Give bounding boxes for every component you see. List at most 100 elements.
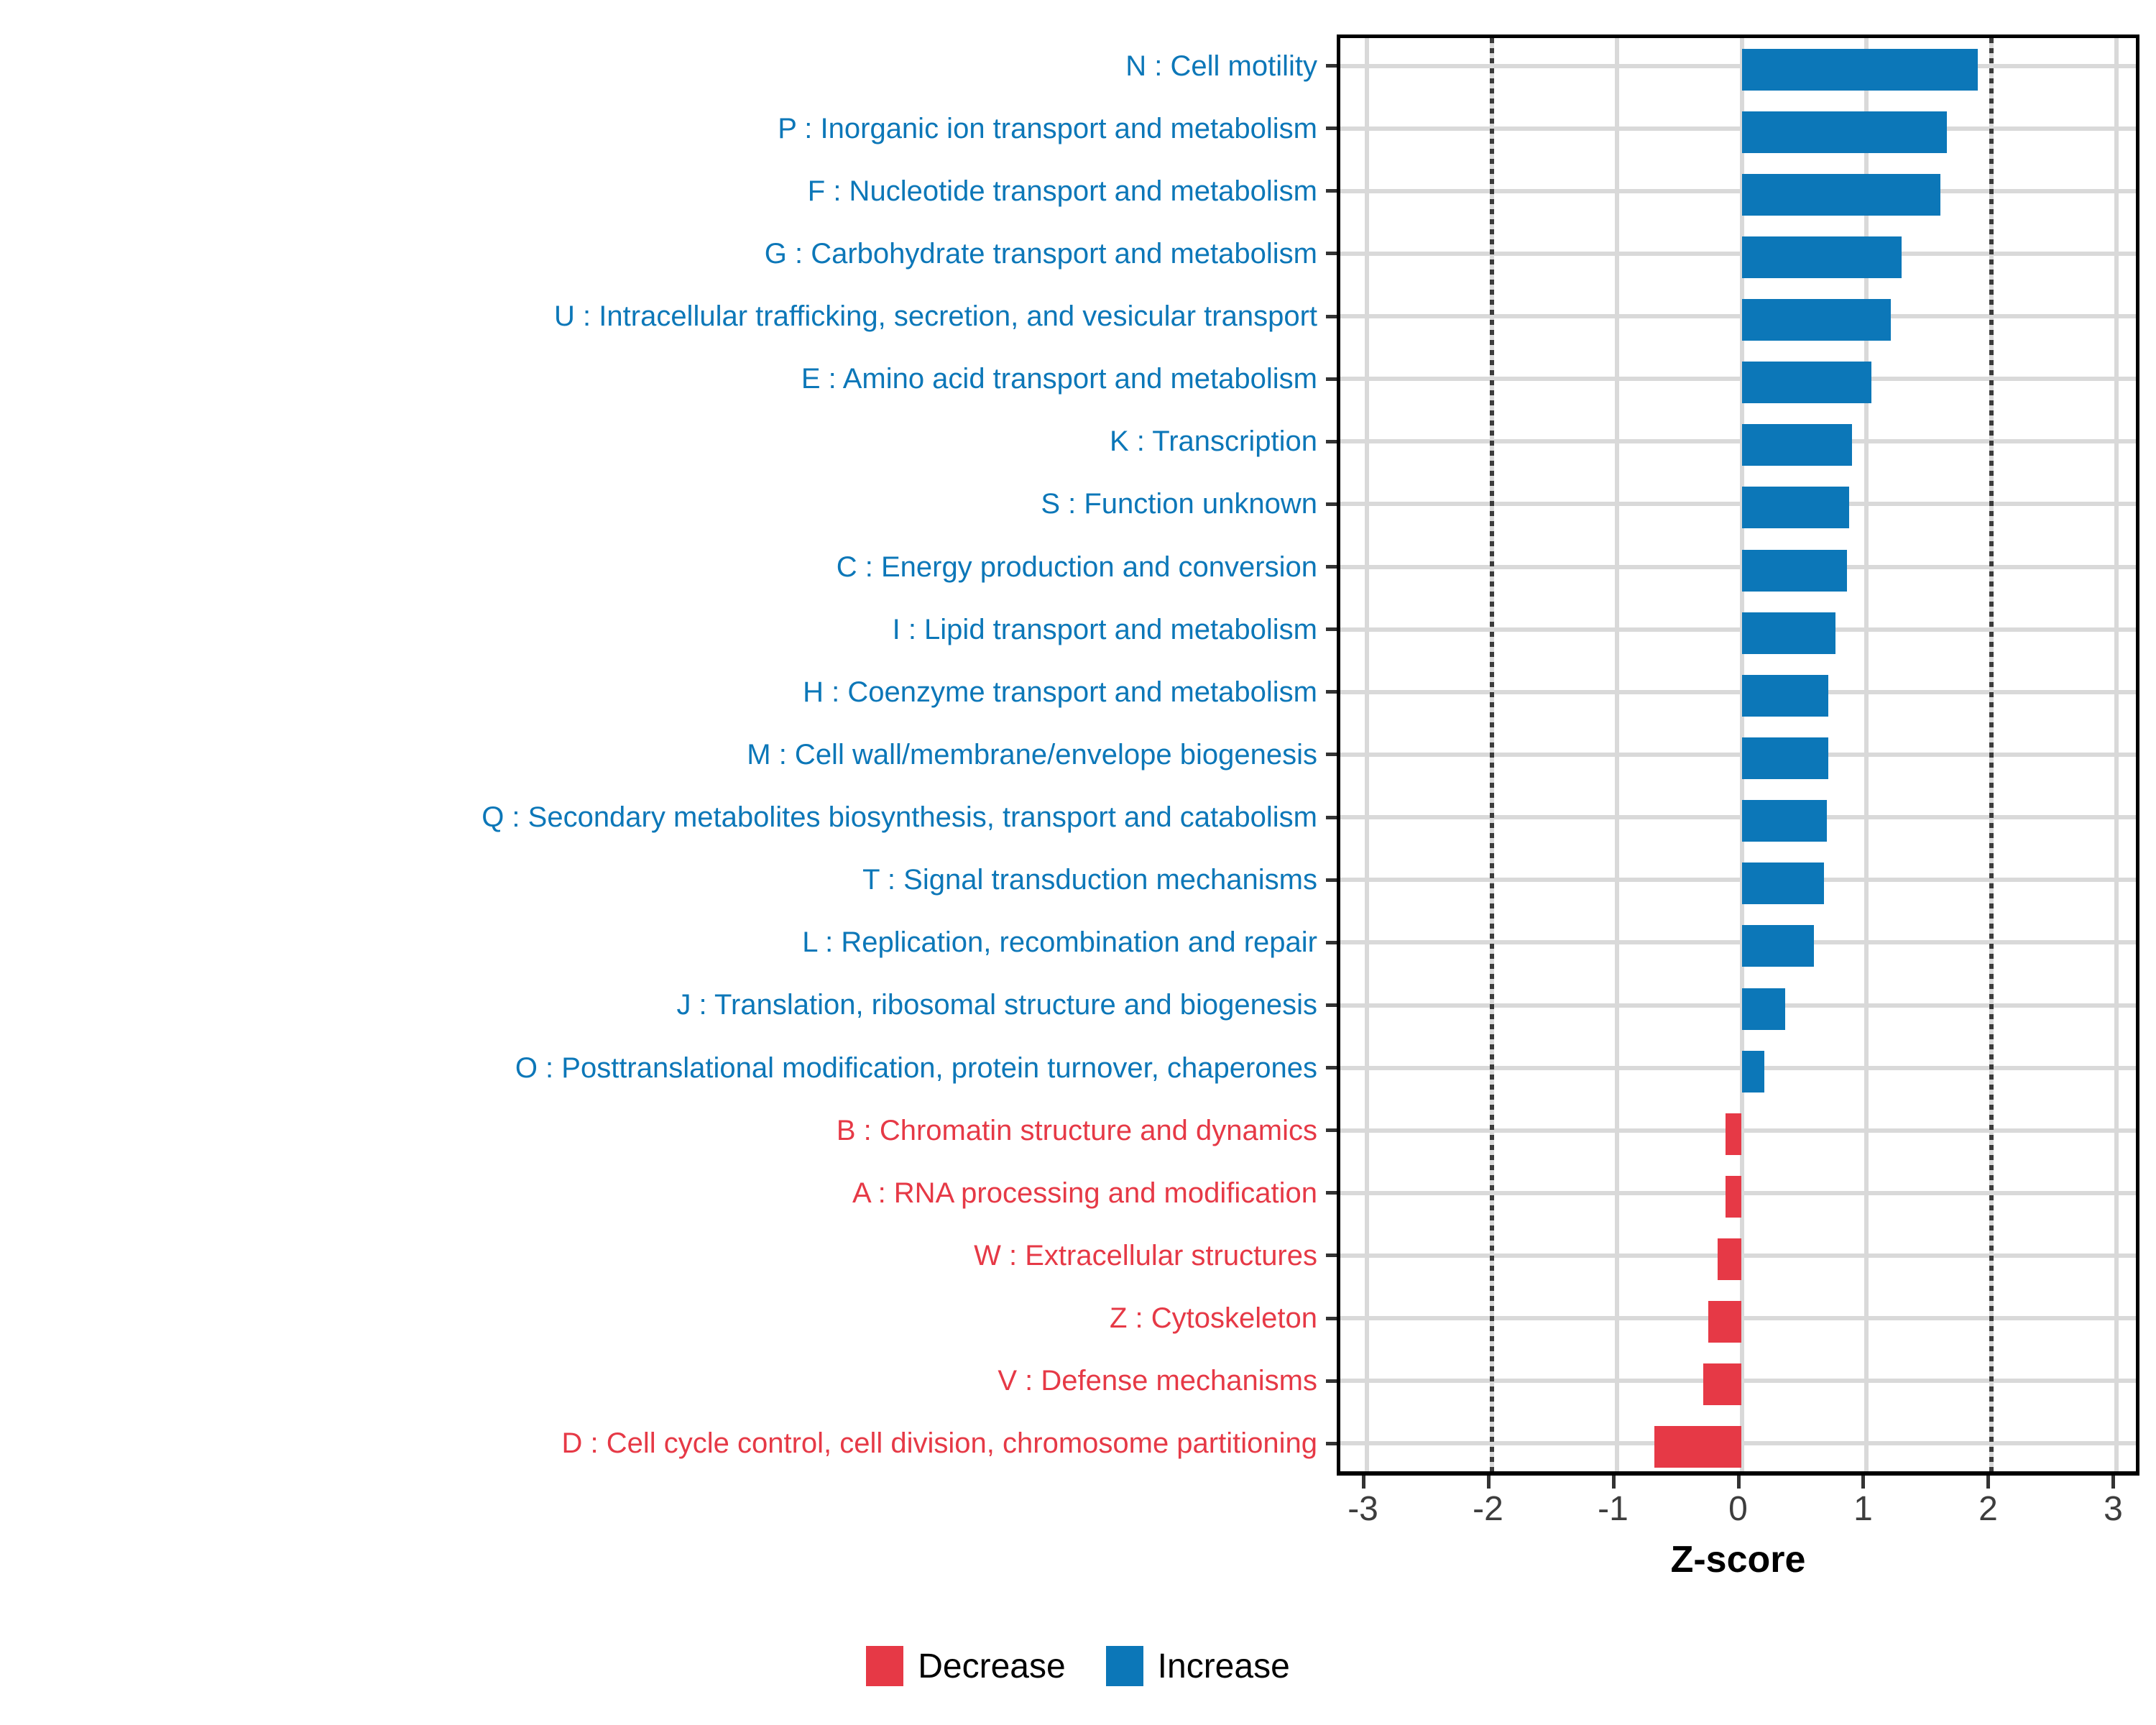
category-label-row: I : Lipid transport and metabolism	[0, 598, 1326, 661]
y-tick-row	[1326, 723, 1337, 786]
bar	[1741, 612, 1835, 654]
category-label: P : Inorganic ion transport and metaboli…	[778, 112, 1317, 144]
y-tick-row	[1326, 1412, 1337, 1475]
y-tick-mark	[1326, 878, 1337, 882]
x-axis-line	[1337, 1471, 2139, 1476]
y-tick-mark	[1326, 439, 1337, 443]
x-tick-label: -2	[1473, 1490, 1503, 1528]
y-tick-row	[1326, 34, 1337, 97]
category-label: V : Defense mechanisms	[998, 1365, 1317, 1397]
y-tick-mark	[1326, 1441, 1337, 1445]
bar	[1708, 1301, 1742, 1343]
y-tick-mark	[1326, 1254, 1337, 1258]
x-tick-mark	[1361, 1476, 1365, 1489]
horizontal-gridline	[1340, 1065, 2136, 1070]
y-tick-row	[1326, 97, 1337, 160]
category-label-row: Q : Secondary metabolites biosynthesis, …	[0, 786, 1326, 849]
horizontal-gridline	[1340, 815, 2136, 820]
y-tick-row	[1326, 1350, 1337, 1412]
y-tick-mark	[1326, 1316, 1337, 1320]
category-label-row: J : Translation, ribosomal structure and…	[0, 974, 1326, 1036]
bar	[1725, 1175, 1742, 1218]
category-label-row: U : Intracellular trafficking, secretion…	[0, 285, 1326, 348]
category-label: Z : Cytoskeleton	[1109, 1302, 1317, 1335]
x-tick-mark	[2111, 1476, 2116, 1489]
y-tick-mark	[1326, 64, 1337, 68]
bar	[1741, 299, 1891, 341]
bar	[1703, 1363, 1742, 1406]
vertical-gridline	[1864, 38, 1869, 1471]
category-label-row: K : Transcription	[0, 410, 1326, 473]
legend-swatch-icon	[866, 1646, 904, 1686]
y-tick-mark	[1326, 753, 1337, 757]
horizontal-gridline	[1340, 188, 2136, 193]
y-tick-mark	[1326, 377, 1337, 381]
y-tick-mark	[1326, 126, 1337, 131]
bar	[1741, 48, 1978, 91]
y-tick-mark	[1326, 1003, 1337, 1007]
bar	[1741, 800, 1827, 842]
category-label: H : Coenzyme transport and metabolism	[803, 676, 1317, 708]
y-axis-tick-marks	[1326, 34, 1337, 1475]
category-label-row: N : Cell motility	[0, 34, 1326, 97]
category-label: J : Translation, ribosomal structure and…	[676, 989, 1317, 1021]
category-label-row: M : Cell wall/membrane/envelope biogenes…	[0, 723, 1326, 786]
category-label: W : Extracellular structures	[974, 1239, 1317, 1271]
y-tick-row	[1326, 661, 1337, 723]
category-label: U : Intracellular trafficking, secretion…	[554, 300, 1317, 333]
y-tick-mark	[1326, 189, 1337, 193]
chart-legend: Decrease Increase	[0, 1646, 2156, 1686]
bar	[1741, 173, 1941, 216]
category-label-row: T : Signal transduction mechanisms	[0, 849, 1326, 911]
category-label: F : Nucleotide transport and metabolism	[807, 175, 1317, 207]
x-tick-mark	[1611, 1476, 1616, 1489]
y-tick-mark	[1326, 940, 1337, 944]
category-label-row: D : Cell cycle control, cell division, c…	[0, 1412, 1326, 1475]
y-tick-mark	[1326, 314, 1337, 318]
y-tick-row	[1326, 160, 1337, 222]
horizontal-gridline	[1340, 753, 2136, 757]
y-tick-mark	[1326, 1379, 1337, 1383]
category-label-row: V : Defense mechanisms	[0, 1350, 1326, 1412]
category-label: T : Signal transduction mechanisms	[862, 864, 1317, 896]
bar	[1741, 487, 1850, 529]
y-tick-row	[1326, 348, 1337, 410]
category-label: M : Cell wall/membrane/envelope biogenes…	[747, 738, 1317, 770]
y-tick-row	[1326, 974, 1337, 1036]
vertical-gridline	[1614, 38, 1619, 1471]
horizontal-gridline	[1340, 439, 2136, 444]
plot-panel	[1337, 34, 2139, 1475]
horizontal-gridline	[1340, 878, 2136, 883]
y-tick-row	[1326, 1162, 1337, 1224]
reference-line	[1989, 38, 1994, 1471]
y-tick-row	[1326, 849, 1337, 911]
category-label: G : Carbohydrate transport and metabolis…	[764, 237, 1317, 270]
reference-line	[1489, 38, 1494, 1471]
horizontal-gridline	[1340, 314, 2136, 319]
vertical-gridline	[1364, 38, 1369, 1471]
y-tick-row	[1326, 911, 1337, 974]
bar	[1741, 862, 1825, 905]
y-tick-row	[1326, 535, 1337, 598]
x-tick-mark	[1736, 1476, 1741, 1489]
horizontal-gridline	[1340, 1003, 2136, 1008]
category-label: K : Transcription	[1109, 426, 1317, 458]
legend-item-decrease[interactable]: Decrease	[866, 1646, 1066, 1686]
category-label-row: P : Inorganic ion transport and metaboli…	[0, 97, 1326, 160]
category-label: O : Posttranslational modification, prot…	[515, 1052, 1317, 1084]
y-tick-row	[1326, 1099, 1337, 1162]
x-tick-label: -3	[1348, 1490, 1378, 1528]
bar	[1741, 236, 1902, 278]
category-label-row: G : Carbohydrate transport and metabolis…	[0, 222, 1326, 285]
y-tick-row	[1326, 473, 1337, 535]
y-tick-row	[1326, 1287, 1337, 1350]
category-label: A : RNA processing and modification	[852, 1177, 1317, 1209]
legend-item-increase[interactable]: Increase	[1105, 1646, 1290, 1686]
y-tick-row	[1326, 786, 1337, 849]
bar	[1741, 925, 1815, 967]
legend-label: Increase	[1157, 1647, 1290, 1685]
bar	[1741, 549, 1847, 592]
horizontal-gridline	[1340, 940, 2136, 945]
vertical-gridline	[2114, 38, 2119, 1471]
